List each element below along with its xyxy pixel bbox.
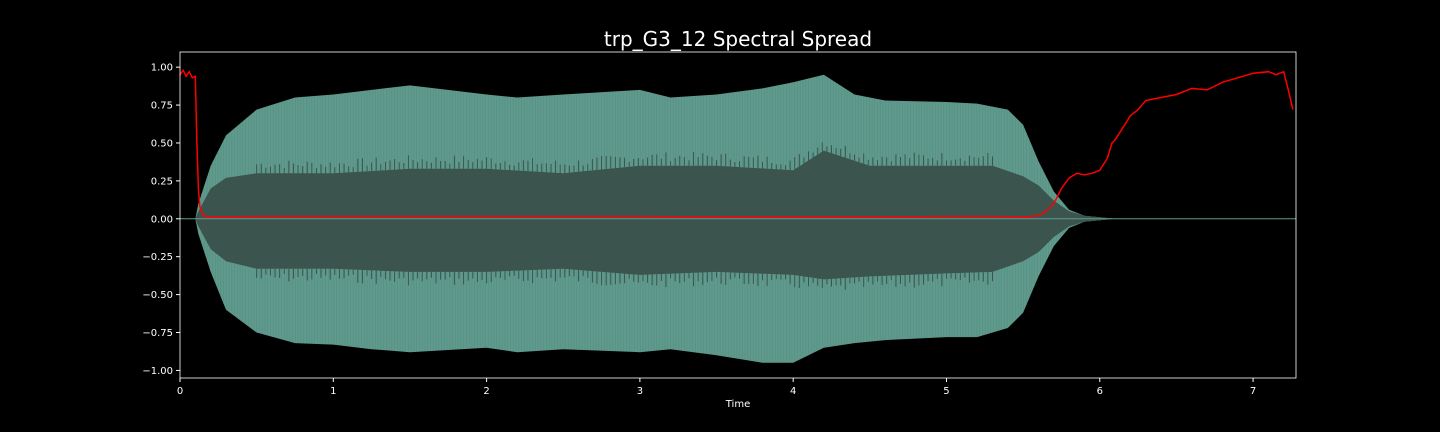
x-axis-label: Time <box>725 399 750 410</box>
y-tick-label: 0.50 <box>151 138 173 149</box>
chart-title: trp_G3_12 Spectral Spread <box>604 27 872 51</box>
axes-frame <box>179 51 1297 379</box>
y-tick-label: −1.00 <box>142 366 173 377</box>
spectral-spread-line <box>179 68 1294 219</box>
waveform-inner-spikes <box>256 142 993 290</box>
x-tick-label: 4 <box>790 386 796 397</box>
y-tick-label: 0.00 <box>151 214 173 225</box>
x-tick-label: 7 <box>1250 386 1256 397</box>
x-tick-label: 0 <box>177 386 183 397</box>
x-axis-ticks: 0 1 2 3 4 5 6 7 <box>177 378 1256 397</box>
x-tick-label: 5 <box>943 386 949 397</box>
x-tick-label: 3 <box>637 386 643 397</box>
y-tick-label: 1.00 <box>151 63 173 74</box>
waveform-inner-envelope <box>195 150 1296 280</box>
y-tick-label: 0.75 <box>151 101 173 112</box>
y-tick-label: −0.75 <box>142 328 173 339</box>
x-tick-label: 2 <box>483 386 489 397</box>
y-tick-label: 0.25 <box>151 176 173 187</box>
x-tick-label: 1 <box>330 386 336 397</box>
y-tick-label: −0.50 <box>142 290 173 301</box>
y-tick-label: −0.25 <box>142 252 173 263</box>
y-axis-ticks: 1.00 0.75 0.50 0.25 0.00 −0.25 −0.50 −0.75 −1.00 <box>142 63 180 377</box>
plot-area <box>179 68 1296 363</box>
x-tick-label: 6 <box>1097 386 1103 397</box>
